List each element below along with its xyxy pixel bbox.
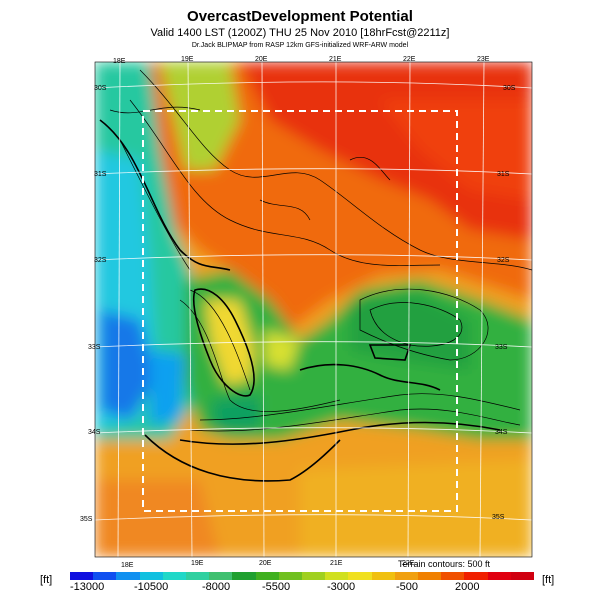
colorbar-swatch: [232, 572, 256, 580]
lon-label-bottom: 21E: [330, 560, 343, 567]
lon-label-bottom: 19E: [191, 560, 204, 567]
lat-label-right: 35S: [492, 514, 505, 521]
colorbar-swatch: [209, 572, 233, 580]
colorbar-unit-left: [ft]: [40, 574, 53, 586]
colorbar: [70, 572, 535, 580]
colorbar-swatch: [139, 572, 163, 580]
colorbar-swatch: [394, 572, 419, 580]
lon-label-bottom: 22E: [402, 560, 415, 567]
colorbar-tick: -500: [396, 581, 419, 593]
lat-label-left: 34S: [88, 429, 101, 436]
terrain-contour-note: Terrain contours: 500 ft: [398, 559, 491, 569]
colorbar-tick: -5500: [262, 581, 291, 593]
colorbar-unit-right: [ft]: [542, 574, 555, 586]
lat-label-left: 31S: [94, 171, 107, 178]
colorbar-tick: -8000: [202, 581, 231, 593]
lat-label-left: 30S: [94, 85, 107, 92]
lon-label-top: 21E: [329, 56, 342, 63]
lon-label-top: 22E: [403, 56, 416, 63]
colorbar-swatch: [186, 572, 210, 580]
lat-label-left: 32S: [94, 257, 107, 264]
colorbar-swatch: [464, 572, 488, 580]
colorbar-swatch: [162, 572, 187, 580]
colorbar-swatch: [510, 572, 535, 580]
colorbar-swatch: [278, 572, 303, 580]
colorbar-swatch: [302, 572, 326, 580]
lat-label-right: 33S: [495, 344, 508, 351]
colorbar-swatch: [348, 572, 372, 580]
colorbar-swatch: [325, 572, 349, 580]
colorbar-tick: 2000: [455, 581, 480, 593]
colorbar-swatch: [70, 572, 94, 580]
lon-label-top: 20E: [255, 56, 268, 63]
lat-label-right: 31S: [497, 171, 510, 178]
lon-label-top: 23E: [477, 56, 490, 63]
lon-label-top: 19E: [181, 56, 194, 63]
colorbar-swatch: [255, 572, 279, 580]
lat-label-left: 33S: [88, 344, 101, 351]
lat-label-right: 32S: [497, 257, 510, 264]
lat-label-right: 30S: [503, 85, 516, 92]
map-credit: Dr.Jack BLIPMAP from RASP 12km GFS-initi…: [191, 42, 409, 49]
lon-label-top: 18E: [113, 58, 126, 65]
colorbar-tick: -13000: [70, 581, 105, 593]
colorbar-swatch: [441, 572, 465, 580]
map-subtitle: Valid 1400 LST (1200Z) THU 25 Nov 2010 […: [150, 27, 450, 39]
colorbar-tick: -10500: [134, 581, 169, 593]
colorbar-swatch: [487, 572, 511, 580]
lon-label-bottom: 18E: [121, 562, 134, 569]
colorbar-swatch: [371, 572, 395, 580]
lat-label-right: 34S: [495, 429, 508, 436]
map-title: OvercastDevelopment Potential: [187, 8, 413, 25]
colorbar-swatch: [418, 572, 442, 580]
colorbar-tick: -3000: [327, 581, 356, 593]
lat-label-left: 35S: [80, 516, 93, 523]
colorbar-swatch: [93, 572, 117, 580]
lon-label-bottom: 20E: [259, 560, 272, 567]
colorbar-swatch: [116, 572, 140, 580]
